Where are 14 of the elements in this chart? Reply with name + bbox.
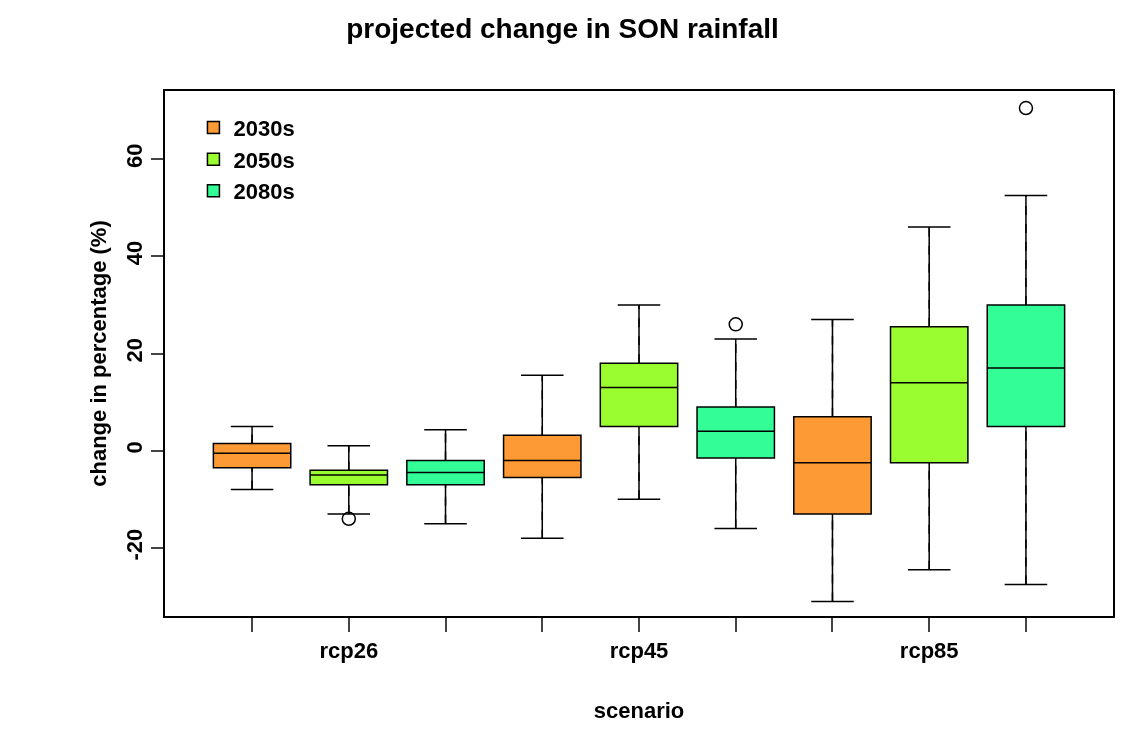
y-tick-label: 40	[122, 240, 148, 266]
x-tick-label: rcp85	[899, 638, 959, 664]
x-tick-label: rcp26	[319, 638, 379, 664]
y-tick-label: 60	[122, 143, 148, 168]
y-tick-label: -20	[122, 528, 148, 561]
legend-label: 2030s	[233, 116, 295, 142]
y-tick-label: 0	[122, 441, 148, 454]
x-axis-title: scenario	[593, 697, 685, 723]
legend-label: 2080s	[233, 179, 295, 205]
y-tick-label: 20	[122, 337, 148, 363]
x-tick-label: rcp45	[609, 638, 669, 664]
y-axis-title: change in percentage (%)	[85, 220, 111, 487]
legend-label: 2050s	[233, 147, 295, 173]
chart-title: projected change in SON rainfall	[346, 13, 779, 45]
